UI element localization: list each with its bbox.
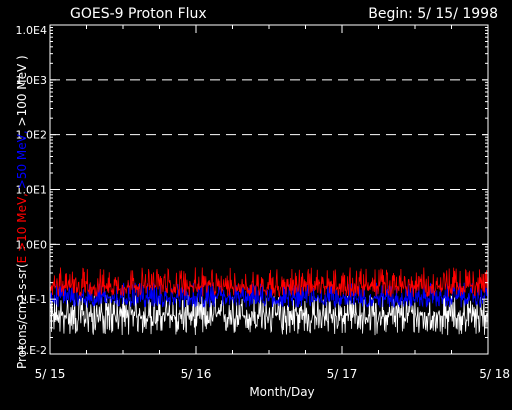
- y-axis-ticks: 1.E-2 1.E-1 1.0E0 1.0E1 1.0E2 1.0E3 1.0E4: [16, 24, 488, 357]
- y-tick-label: 1.0E1: [16, 184, 47, 197]
- x-tick-label: 5/ 16: [181, 367, 212, 381]
- series-group: [49, 267, 489, 336]
- y-axis-label-part: E >10 MeV,: [15, 189, 29, 263]
- y-tick-label: 1.0E2: [16, 129, 47, 142]
- series-line-100mevmev: [49, 294, 489, 336]
- y-tick-label: 1.0E0: [16, 238, 47, 251]
- x-tick-label: 5/ 18: [479, 367, 510, 381]
- series-line-10mevmev: [49, 267, 489, 299]
- y-tick-label: 1.0E4: [16, 24, 47, 37]
- x-axis-ticks: 5/ 15 5/ 16 5/ 17 5/ 18: [35, 25, 510, 381]
- chart-title: GOES-9 Proton Flux: [70, 6, 207, 22]
- y-axis-label-part: Protons/cm2-s-sr(: [15, 263, 29, 369]
- chart-subtitle: Begin: 5/ 15/ 1998: [368, 6, 498, 22]
- y-axis-label: Protons/cm2-s-sr(E >10 MeV, >50 MeV, >10…: [15, 55, 29, 369]
- gridlines: [50, 79, 488, 245]
- y-axis-label-part: >100 MeV ): [15, 55, 29, 126]
- y-axis-label-part: >50 MeV,: [15, 126, 29, 189]
- y-tick-label: 1.E-1: [19, 293, 47, 306]
- x-axis-label: Month/Day: [249, 385, 314, 399]
- y-tick-label: 1.E-2: [19, 344, 47, 357]
- y-tick-label: 1.0E3: [16, 74, 47, 87]
- x-tick-label: 5/ 17: [327, 367, 358, 381]
- x-tick-label: 5/ 15: [35, 367, 66, 381]
